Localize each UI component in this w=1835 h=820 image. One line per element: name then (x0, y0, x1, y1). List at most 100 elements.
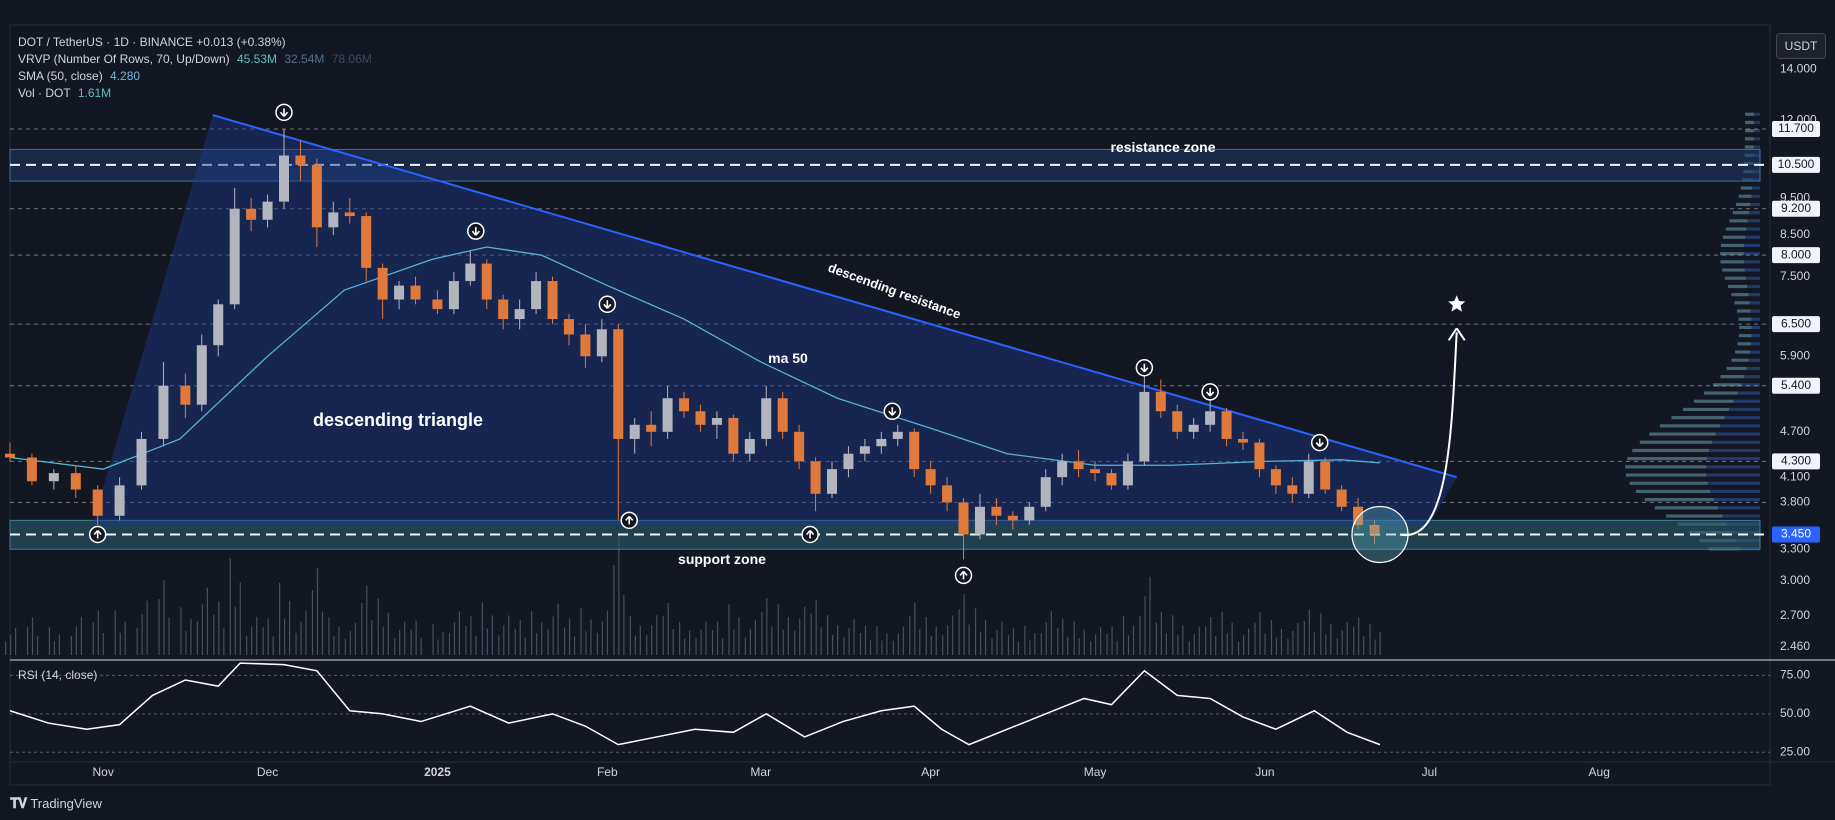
candle-body (679, 398, 690, 412)
rsi-title[interactable]: RSI (14, close) (18, 668, 98, 682)
price-axis-label: 3.300 (1780, 541, 1810, 555)
tradingview-logo-icon: 𝐓𝐕 (10, 795, 27, 811)
volume-bar (919, 628, 921, 655)
volume-bar (321, 611, 324, 655)
volume-bar (289, 600, 291, 655)
price-badge-text: 9.200 (1781, 201, 1811, 215)
profile-bar-down (1710, 489, 1760, 494)
volume-bar (1090, 641, 1092, 655)
volume-bar (410, 629, 412, 655)
volume-bar (777, 604, 779, 655)
candle-body (328, 212, 339, 228)
volume-bar (1122, 615, 1125, 655)
candle (1057, 453, 1068, 486)
symbol-title: DOT / TetherUS · 1D · BINANCE (18, 35, 193, 49)
price-badge-bg (1772, 453, 1820, 470)
candle-body (1090, 469, 1101, 474)
volume-bar (1336, 638, 1338, 655)
profile-bar-down (1741, 383, 1760, 387)
volume-bar (613, 565, 615, 655)
candle (909, 428, 920, 478)
volume-bar (721, 638, 724, 655)
profile-bar-up (1625, 465, 1707, 469)
vrvp-indicator[interactable]: VRVP (Number Of Rows, 70, Up/Down) 45.53… (18, 51, 372, 68)
volume-bar (1330, 623, 1332, 655)
volume-bar (1280, 628, 1283, 655)
candle-body (613, 329, 624, 439)
symbol-line[interactable]: DOT / TetherUS · 1D · BINANCE +0.013 (+0… (18, 34, 372, 51)
volume-bar (766, 598, 768, 655)
profile-bar-down (1746, 227, 1760, 231)
volume-bar (728, 604, 730, 655)
buy-arrow-icon-glyph (93, 529, 102, 539)
volume-bar (580, 607, 582, 655)
candle-body (136, 438, 147, 486)
time-axis-label: Mar (750, 765, 771, 779)
candle (136, 431, 147, 490)
volume-bar (585, 631, 587, 655)
volume-bar (1062, 618, 1064, 655)
volume-bar (815, 599, 817, 655)
candle (1238, 431, 1248, 450)
volume-bar (711, 630, 714, 655)
volume-indicator[interactable]: Vol · DOT 1.61M (18, 85, 372, 102)
volume-bar (1238, 641, 1240, 655)
profile-bar-up (1629, 481, 1708, 485)
volume-bar (437, 639, 439, 655)
candle (213, 299, 224, 357)
candle-body (180, 385, 191, 405)
volume-bar (629, 615, 631, 655)
candle (246, 198, 257, 232)
volume-bar (404, 621, 406, 655)
tradingview-logo[interactable]: 𝐓𝐕 TradingView (10, 795, 102, 812)
candle-body (344, 212, 355, 217)
candle (344, 198, 355, 224)
volume-bar (618, 535, 620, 655)
candle-body (295, 155, 306, 165)
volume-bar (1100, 627, 1102, 655)
volume-bar (1379, 631, 1381, 655)
candle (925, 461, 936, 494)
candle (158, 361, 169, 447)
profile-bar-up (1725, 227, 1747, 231)
volume-bar (557, 603, 559, 655)
candle-body (5, 453, 15, 458)
profile-bar-down (1753, 145, 1760, 149)
volume-bar (432, 623, 434, 655)
volume-bar (279, 582, 281, 655)
profile-bar-down (1720, 424, 1760, 428)
currency-button[interactable]: USDT (1776, 33, 1826, 59)
profile-bar-up (1682, 407, 1730, 412)
volume-bar (531, 611, 533, 655)
profile-bar-down (1706, 473, 1760, 477)
volume-bar (897, 633, 899, 655)
candle-body (481, 263, 492, 300)
volume-bar (1067, 636, 1069, 655)
price-axis-label: 4.700 (1780, 424, 1810, 438)
profile-bar-up (1632, 448, 1709, 453)
volume-bar (1264, 633, 1266, 655)
sma-indicator[interactable]: SMA (50, close) 4.280 (18, 68, 372, 85)
volume-bar (930, 636, 932, 655)
candle-body (859, 446, 870, 454)
price-badge-text: 3.450 (1781, 527, 1811, 541)
time-axis-label: Dec (257, 765, 278, 779)
profile-bar-down (1744, 375, 1760, 379)
volume-bar (53, 641, 56, 655)
volume-bar (958, 609, 960, 655)
candle (465, 251, 476, 286)
candle (1040, 469, 1051, 512)
profile-bar-down (1746, 366, 1760, 371)
time-axis-label: Jun (1255, 765, 1274, 779)
volume-bar (158, 599, 160, 655)
support-zone-label: support zone (678, 551, 766, 567)
volume-bar (1374, 639, 1376, 655)
chart-legend: DOT / TetherUS · 1D · BINANCE +0.013 (+0… (18, 34, 372, 102)
profile-bar-down (1753, 137, 1760, 141)
volume-bar (1127, 635, 1130, 655)
candle-body (279, 155, 289, 202)
volume-label: Vol · DOT (18, 86, 71, 100)
profile-bar-down (1744, 268, 1760, 272)
profile-bar-up (1720, 375, 1745, 379)
